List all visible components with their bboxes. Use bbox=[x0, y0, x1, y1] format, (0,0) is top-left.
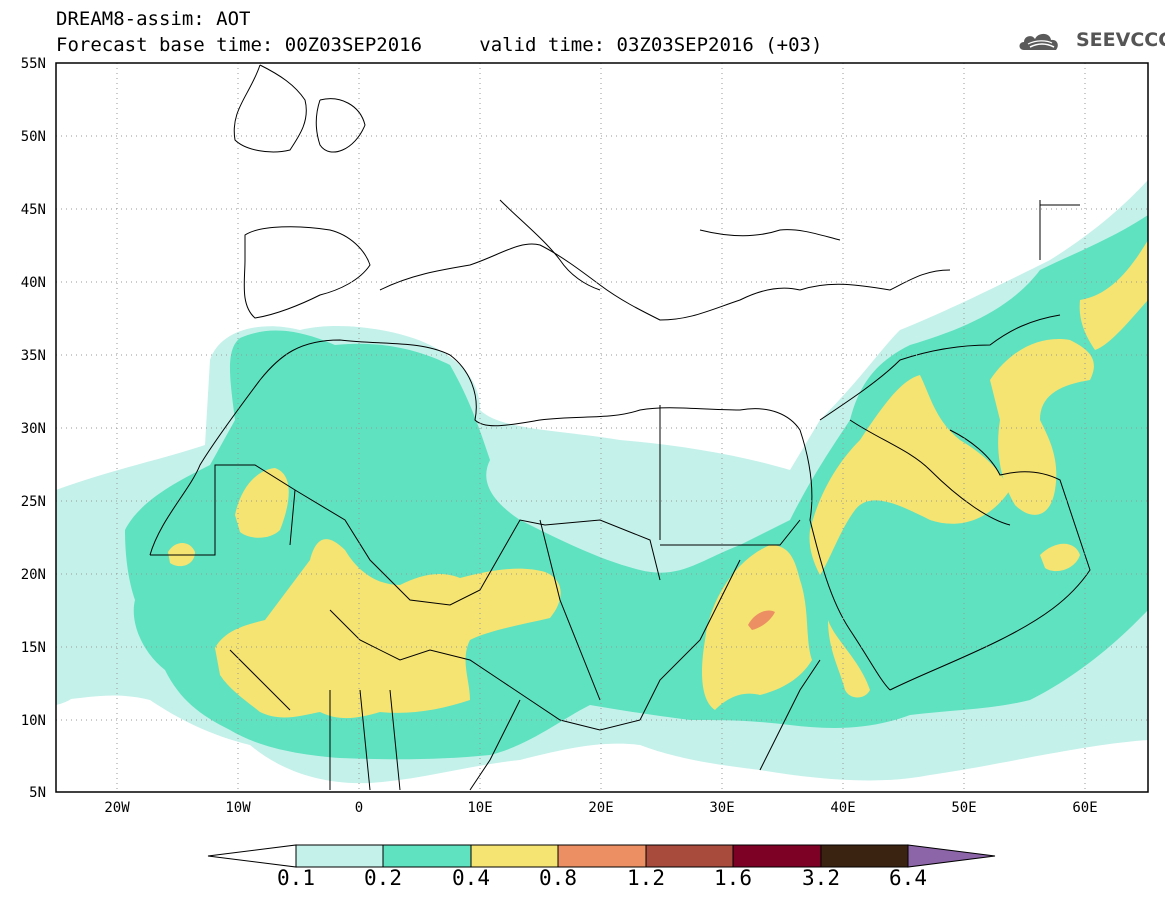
colorbar-label: 0.2 bbox=[364, 866, 402, 890]
lon-label: 50E bbox=[951, 800, 976, 816]
lat-label: 40N bbox=[21, 275, 46, 291]
coastlines bbox=[149, 64, 1091, 791]
lon-label: 40E bbox=[830, 800, 855, 816]
lat-label: 15N bbox=[21, 640, 46, 656]
colorbar-high-triangle bbox=[907, 844, 996, 868]
brand-name: SEEVCCC bbox=[1076, 29, 1165, 51]
map-title: DREAM8-assim: AOT bbox=[56, 8, 251, 30]
colorbar-swatch bbox=[557, 844, 647, 868]
seevccc-logo: SEEVCCC bbox=[1016, 28, 1165, 54]
lon-label: 20W bbox=[104, 800, 130, 816]
lat-label: 5N bbox=[29, 785, 46, 801]
aot-0.4-band bbox=[168, 240, 1148, 719]
colorbar-swatch bbox=[295, 844, 384, 868]
lat-label: 25N bbox=[21, 494, 46, 510]
map-grid bbox=[56, 63, 1148, 792]
lat-label: 50N bbox=[21, 129, 46, 145]
colorbar-label: 1.2 bbox=[627, 866, 665, 890]
colorbar-swatch bbox=[382, 844, 472, 868]
forecast-times: Forecast base time: 00Z03SEP2016 valid t… bbox=[56, 34, 822, 56]
colorbar-swatch bbox=[732, 844, 822, 868]
colorbar-swatch bbox=[645, 844, 734, 868]
colorbar-label: 0.1 bbox=[277, 866, 315, 890]
lat-label: 35N bbox=[21, 348, 46, 364]
colorbar-label: 6.4 bbox=[889, 866, 927, 890]
colorbar-low-triangle bbox=[207, 844, 297, 868]
colorbar-label: 0.4 bbox=[452, 866, 490, 890]
lat-label: 20N bbox=[21, 567, 46, 583]
lon-label: 10W bbox=[225, 800, 251, 816]
lat-label: 30N bbox=[21, 421, 46, 437]
lat-label: 10N bbox=[21, 713, 46, 729]
lat-labels: 55N 50N 45N 40N 35N 30N 25N 20N 15N 10N … bbox=[21, 56, 46, 801]
colorbar-label: 0.8 bbox=[539, 866, 577, 890]
lon-label: 10E bbox=[467, 800, 492, 816]
lat-label: 55N bbox=[21, 56, 46, 72]
lon-label: 30E bbox=[709, 800, 734, 816]
cloud-logo-icon bbox=[1019, 33, 1058, 50]
colorbar-swatch bbox=[470, 844, 559, 868]
lon-label: 20E bbox=[588, 800, 613, 816]
colorbar-labels: 0.1 0.2 0.4 0.8 1.2 1.6 3.2 6.4 bbox=[0, 866, 1165, 896]
base-time: Forecast base time: 00Z03SEP2016 bbox=[56, 34, 423, 56]
colorbar bbox=[207, 844, 996, 868]
map-frame bbox=[55, 62, 1149, 793]
aot-0.8-band bbox=[748, 610, 775, 630]
lon-label: 0 bbox=[355, 800, 363, 816]
colorbar-label: 3.2 bbox=[802, 866, 840, 890]
colorbar-swatch bbox=[820, 844, 909, 868]
lon-label: 60E bbox=[1072, 800, 1097, 816]
aot-fields bbox=[56, 180, 1148, 784]
valid-time: valid time: 03Z03SEP2016 (+03) bbox=[479, 34, 823, 56]
lat-label: 45N bbox=[21, 202, 46, 218]
colorbar-label: 1.6 bbox=[714, 866, 752, 890]
lon-labels: 20W 10W 0 10E 20E 30E 40E 50E 60E bbox=[104, 800, 1097, 816]
